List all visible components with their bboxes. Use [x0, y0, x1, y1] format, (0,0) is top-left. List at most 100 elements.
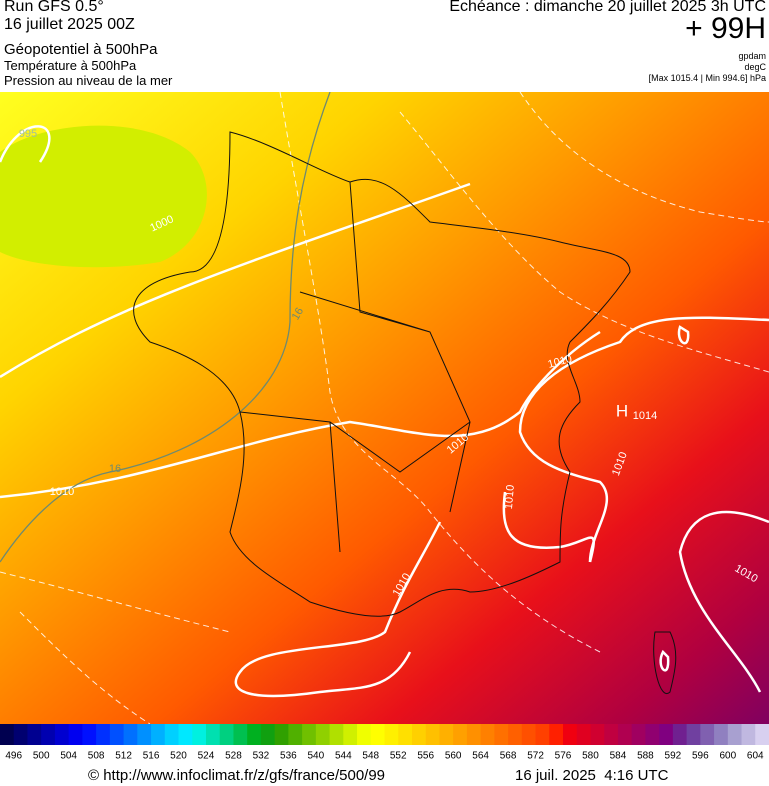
contour-label: 16	[290, 306, 307, 323]
colorbar-tick-label: 536	[280, 751, 297, 762]
color-swatch	[727, 724, 743, 745]
color-swatch	[192, 724, 207, 745]
color-swatch	[219, 724, 234, 745]
color-swatch	[480, 724, 495, 745]
color-swatch	[13, 724, 28, 745]
colorbar-tick-label: 556	[417, 751, 434, 762]
color-swatch	[741, 724, 756, 745]
run-label: Run GFS 0.5°	[4, 0, 104, 15]
color-swatch	[714, 724, 729, 745]
colorbar-tick-label: 496	[5, 751, 22, 762]
colorbar-tick-label: 568	[500, 751, 517, 762]
color-swatch	[425, 724, 440, 745]
color-swatch	[686, 724, 701, 745]
color-swatch	[535, 724, 550, 745]
render-time: 16 juil. 2025 4:16 UTC	[515, 767, 669, 784]
colorbar-tick-label: 604	[747, 751, 764, 762]
color-swatch	[343, 724, 358, 745]
color-swatch	[370, 724, 385, 745]
color-swatch	[164, 724, 180, 745]
cold-pool	[0, 125, 207, 268]
colorbar-tick-label: 504	[60, 751, 77, 762]
color-swatch	[260, 724, 276, 745]
color-swatch	[151, 724, 166, 745]
contour-label: 1014	[633, 410, 657, 422]
colorbar-tick-label: 532	[253, 751, 270, 762]
color-swatch	[357, 724, 372, 745]
color-swatch	[604, 724, 619, 745]
color-swatch	[247, 724, 262, 745]
color-swatch	[521, 724, 537, 745]
colorbar-tick-label: 508	[88, 751, 105, 762]
field-label: Température à 500hPa	[4, 58, 137, 73]
colorbar-tick-label: 600	[719, 751, 736, 762]
field-label: Géopotentiel à 500hPa	[4, 41, 158, 58]
color-swatch	[411, 724, 427, 745]
color-swatch	[315, 724, 331, 745]
colorbar-tick-label: 560	[445, 751, 462, 762]
contour-label: 1010	[50, 486, 74, 498]
colorbar-tick-label: 512	[115, 751, 132, 762]
color-swatch	[494, 724, 509, 745]
color-swatch	[672, 724, 688, 745]
colorbar-tick-label: 520	[170, 751, 187, 762]
colorbar-tick-label: 588	[637, 751, 654, 762]
color-swatch	[178, 724, 193, 745]
color-swatch	[563, 724, 578, 745]
colorbar-tick-label: 584	[610, 751, 627, 762]
isobars	[0, 125, 769, 698]
color-swatch	[439, 724, 454, 745]
unit-label: gpdam	[738, 51, 766, 61]
color-swatch	[700, 724, 715, 745]
color-swatch	[27, 724, 42, 745]
colorbar-tick-label: 576	[555, 751, 572, 762]
color-swatch	[123, 724, 138, 745]
color-swatch	[82, 724, 97, 745]
color-swatch	[137, 724, 152, 745]
color-swatch	[576, 724, 591, 745]
forecast-time: Echéance : dimanche 20 juillet 2025 3h U…	[449, 0, 766, 15]
color-swatch	[659, 724, 674, 745]
color-swatch	[549, 724, 564, 745]
colorbar-tick-label: 528	[225, 751, 242, 762]
color-swatch	[631, 724, 646, 745]
color-swatch	[508, 724, 523, 745]
color-swatch	[233, 724, 248, 745]
color-swatch	[384, 724, 399, 745]
colorbar-tick-label: 540	[307, 751, 324, 762]
colorbar-tick-label: 572	[527, 751, 544, 762]
color-swatch	[54, 724, 70, 745]
unit-label: [Max 1015.4 | Min 994.6] hPa	[648, 73, 766, 83]
contour-label: 1010	[503, 484, 517, 509]
colorbar-tick-label: 516	[143, 751, 160, 762]
color-swatch	[288, 724, 303, 745]
color-swatch	[109, 724, 125, 745]
colorbar-tick-label: 500	[33, 751, 50, 762]
colorbar-tick-label: 580	[582, 751, 599, 762]
color-swatch	[398, 724, 413, 745]
isotherm-16	[0, 92, 331, 563]
color-swatch	[41, 724, 56, 745]
colorbar: 496 500 504 508 512 516 520 524 528 532 536 540 544 5…	[0, 724, 769, 762]
color-swatch	[617, 724, 633, 745]
color-swatch	[96, 724, 111, 745]
isotherms	[0, 92, 769, 725]
color-swatch	[645, 724, 660, 745]
lead-time: + 99H	[685, 12, 766, 45]
colorbar-tick-label: 592	[665, 751, 682, 762]
color-swatch	[466, 724, 482, 745]
color-swatch	[0, 724, 15, 745]
contour-label: H	[616, 401, 628, 420]
color-swatch	[68, 724, 83, 745]
unit-label: degC	[744, 62, 766, 72]
contour-label: 16	[109, 463, 121, 475]
colorbar-tick-label: 524	[198, 751, 215, 762]
colorbar-tick-label: 552	[390, 751, 407, 762]
colorbar-tick-label: 564	[472, 751, 489, 762]
run-date: 16 juillet 2025 00Z	[4, 16, 135, 33]
colorbar-tick-label: 596	[692, 751, 709, 762]
color-swatch	[755, 724, 769, 745]
colorbar-tick-label: 548	[362, 751, 379, 762]
